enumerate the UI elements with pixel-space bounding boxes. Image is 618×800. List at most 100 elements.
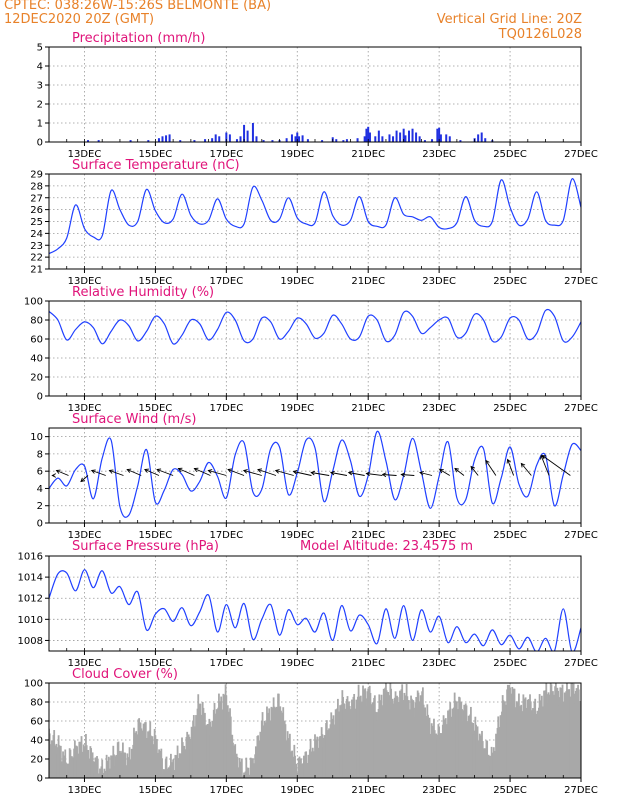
x-tick-label: 17DEC — [209, 658, 243, 669]
x-tick-label: 27DEC — [564, 276, 598, 287]
wind-vector-head — [193, 467, 199, 472]
y-tick-label: 25 — [30, 217, 43, 228]
x-tick-label: 15DEC — [139, 785, 173, 796]
series — [49, 569, 581, 651]
wind-vector — [382, 474, 397, 476]
panel-title: Surface Temperature (nC) — [72, 158, 240, 173]
wind-vector-head — [108, 469, 114, 474]
x-tick-label: 19DEC — [280, 276, 314, 287]
x-tick-label: 21DEC — [351, 785, 385, 796]
precip-bar — [415, 132, 418, 142]
precip-bar — [342, 140, 345, 142]
y-tick-label: 2 — [37, 100, 43, 111]
y-tick-label: 4 — [37, 62, 43, 73]
precip-bar — [157, 138, 160, 142]
wind-vector — [311, 472, 330, 476]
y-tick-label: 10 — [30, 432, 43, 443]
y-tick-label: 1 — [37, 119, 43, 130]
panel-title: Cloud Cover (%) — [72, 667, 178, 682]
cloud-bar — [300, 763, 303, 778]
y-tick-label: 8 — [37, 449, 43, 460]
x-tick-label: 25DEC — [493, 276, 527, 287]
gridlines — [49, 556, 582, 651]
wind-vector — [91, 470, 106, 476]
y-tick-label: 1010 — [18, 615, 43, 626]
x-tick-label: 13DEC — [68, 530, 102, 541]
precip-bar — [356, 138, 359, 142]
x-axis: 13DEC 15DEC 17DEC 19DEC 21DEC 23DEC 25DEC 27DEC — [48, 775, 598, 796]
y-tick-label: 23 — [30, 241, 43, 252]
cloud-bar — [124, 752, 127, 778]
cloud-bar — [246, 767, 248, 778]
wind-vector-head — [419, 471, 425, 476]
wind-vector-head — [80, 477, 85, 483]
panel-title: Surface Wind (m/s) — [72, 412, 196, 427]
wind-vector — [257, 469, 277, 476]
y-tick-label: 1008 — [18, 636, 43, 647]
x-tick-label: 25DEC — [493, 149, 527, 160]
wind-vectors — [51, 454, 571, 483]
y-tick-label: 1012 — [18, 594, 43, 605]
wind-vector-head — [177, 467, 183, 472]
gridlines — [49, 301, 582, 396]
y-tick-label: 2 — [37, 501, 43, 512]
precip-bar — [402, 128, 405, 142]
precip-bar — [294, 136, 297, 142]
precip-bar — [218, 136, 221, 142]
series — [49, 683, 581, 778]
series-line — [49, 430, 581, 518]
wind-vector-head — [470, 465, 475, 471]
wind-vector — [366, 473, 383, 476]
cloud-bar — [101, 759, 104, 778]
plot-frame — [48, 300, 582, 397]
x-axis: 13DEC 15DEC 17DEC 19DEC 21DEC 23DEC 25DEC 27DEC — [48, 393, 598, 414]
x-axis: 13DEC 15DEC 17DEC 19DEC 21DEC 23DEC 25DEC 27DEC — [48, 520, 598, 541]
cloud-bar — [240, 758, 243, 778]
x-tick-label: 23DEC — [422, 785, 456, 796]
panel-precip: 0 1 2 3 4 5 13DEC 15DEC 17DEC 19DEC 21DEC 23DEC 25DE… — [37, 31, 598, 160]
cloud-bar — [161, 758, 163, 778]
wind-vector-head — [90, 469, 96, 474]
series — [87, 123, 494, 142]
precip-bar — [335, 139, 338, 142]
wind-vector — [485, 460, 497, 476]
wind-vector — [227, 469, 245, 476]
y-tick-label: 26 — [30, 205, 43, 216]
precip-bar — [243, 124, 246, 142]
x-tick-label: 23DEC — [422, 149, 456, 160]
x-tick-label: 19DEC — [280, 785, 314, 796]
cloud-bar — [92, 761, 95, 778]
precip-bar — [161, 136, 164, 142]
panel-cloud: 0 20 40 60 80 100 13DEC 15DEC 17DEC 19DEC 21DEC 23D… — [24, 667, 598, 796]
y-tick-label: 27 — [30, 193, 43, 204]
wind-vector-head — [274, 469, 280, 474]
wind-vector — [507, 459, 515, 476]
x-tick-label: 15DEC — [139, 149, 173, 160]
y-tick-label: 0 — [37, 392, 43, 403]
wind-vector — [348, 472, 365, 476]
precip-bar — [97, 140, 100, 142]
y-tick-label: 40 — [30, 736, 43, 747]
wind-vector-head — [439, 469, 444, 474]
y-tick-label: 100 — [24, 297, 43, 308]
precip-bar — [445, 134, 448, 142]
cloud-bar — [96, 758, 99, 778]
wind-vector-head — [506, 458, 511, 464]
precip-bar — [411, 128, 414, 142]
wind-vector-head — [207, 469, 213, 474]
x-tick-label: 13DEC — [68, 276, 102, 287]
x-tick-label: 15DEC — [139, 658, 173, 669]
cloud-bar — [103, 768, 106, 778]
precip-bar — [168, 134, 171, 142]
precip-bar — [290, 134, 293, 142]
wind-vector — [80, 475, 89, 482]
x-tick-label: 27DEC — [564, 530, 598, 541]
wind-vector-head — [400, 472, 406, 478]
precip-bar — [306, 139, 309, 142]
wind-vector-head — [257, 468, 262, 473]
wind-vector-head — [381, 472, 387, 478]
y-tick-label: 1014 — [18, 573, 43, 584]
wind-vector-head — [310, 470, 316, 476]
x-tick-label: 21DEC — [351, 149, 385, 160]
y-tick-label: 22 — [30, 253, 43, 264]
